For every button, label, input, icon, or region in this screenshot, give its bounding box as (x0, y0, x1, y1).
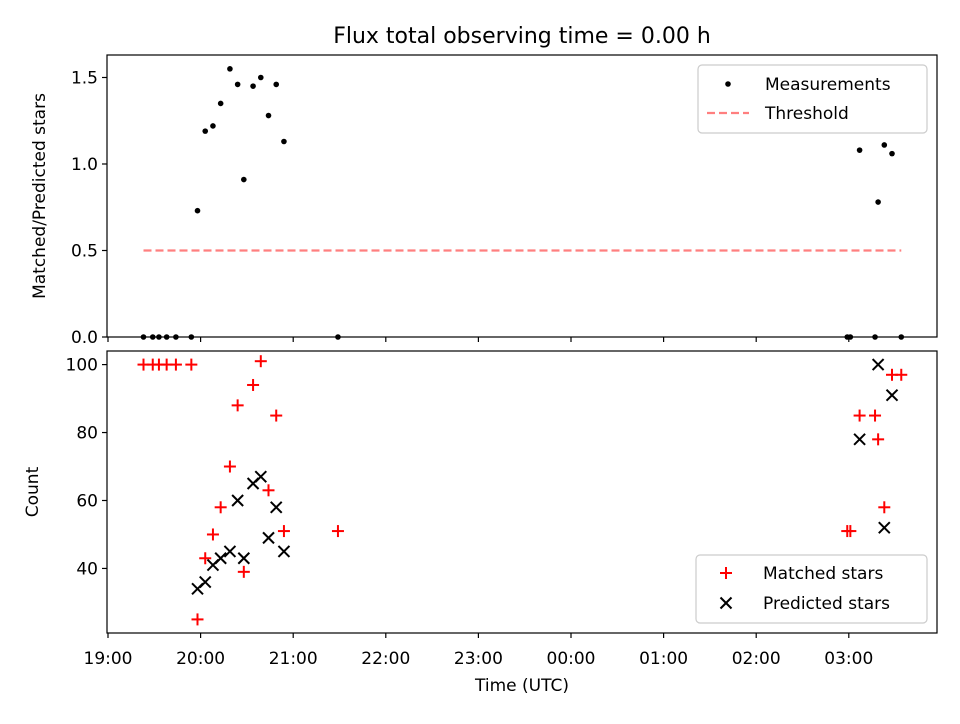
measurement-point (856, 147, 863, 153)
legend-measurements-label: Measurements (765, 75, 891, 95)
matched-star-point (191, 613, 204, 626)
top-legend: Measurements Threshold (697, 64, 928, 134)
bottom-ytick-label: 100 (66, 356, 98, 376)
matched-star-point (895, 368, 908, 381)
measurement-point (257, 74, 264, 81)
bottom-xtick-label: 00:00 (547, 649, 596, 669)
bottom-xtick-label: 02:00 (732, 649, 781, 669)
top-ytick-label: 1.0 (71, 155, 98, 175)
measurement-point (217, 100, 224, 107)
figure-title: Flux total observing time = 0.00 h (333, 24, 711, 49)
legend-predicted-marker (719, 596, 733, 610)
bottom-panel: 40 60 80 100 19:00 20:00 21:00 22:00 23:00 00:00 0… (23, 350, 938, 696)
predicted-star-point (199, 575, 212, 589)
bottom-xtick-label: 19:00 (84, 649, 133, 669)
predicted-star-point (277, 545, 291, 558)
bottom-legend-box (695, 554, 928, 624)
matched-star-point (270, 409, 283, 422)
matched-star-point (247, 378, 260, 391)
legend-matched-marker (720, 567, 732, 579)
predicted-star-point (237, 552, 251, 565)
top-plot-frame (106, 54, 938, 338)
top-ylabel: Matched/Predicted stars (30, 93, 50, 299)
measurement-point (265, 112, 272, 119)
measurement-point (227, 66, 233, 72)
bottom-legend: Matched stars Predicted stars (695, 554, 928, 624)
matched-star-point (185, 358, 198, 371)
matched-star-point (872, 433, 885, 446)
predicted-star-point (878, 521, 891, 534)
matched-star-point (199, 552, 212, 565)
top-ytick-label: 0.0 (71, 328, 98, 348)
matched-star-point (237, 565, 250, 578)
matched-star-point (331, 525, 344, 538)
measurement-point (889, 150, 895, 157)
legend-threshold-label: Threshold (764, 104, 849, 124)
predicted-star-point (885, 388, 899, 402)
predicted-star-point (270, 501, 283, 514)
bottom-ytick-label: 40 (76, 559, 98, 579)
legend-matched-label: Matched stars (763, 564, 883, 584)
matched-star-point (223, 460, 236, 473)
bottom-xtick-label: 23:00 (454, 649, 503, 669)
matched-star-point (231, 399, 244, 412)
matched-star-point (206, 528, 219, 541)
bottom-xtick-label: 03:00 (824, 649, 873, 669)
predicted-star-point (231, 494, 244, 507)
matched-star-point (169, 358, 182, 371)
measurement-point (281, 138, 287, 145)
predicted-star-point (871, 358, 885, 371)
top-legend-box (697, 64, 928, 134)
top-panel: 0.0 0.5 1.0 1.5 Matched/Predicted stars Measu… (30, 54, 938, 348)
bottom-plot-frame (106, 350, 938, 634)
matched-star-point (277, 525, 290, 538)
predicted-star-point (223, 545, 237, 558)
bottom-xlabel: Time (UTC) (474, 676, 569, 696)
top-ytick-label: 0.5 (71, 241, 98, 261)
measurement-point (241, 176, 247, 183)
measurement-point (210, 123, 216, 129)
predicted-star-point (262, 531, 275, 545)
matched-star-point (878, 501, 891, 514)
measurement-point (250, 83, 256, 89)
matched-star-point (214, 501, 227, 514)
bottom-ytick-label: 80 (76, 424, 98, 444)
legend-measurement-marker (725, 81, 731, 87)
predicted-star-point (254, 470, 267, 483)
bottom-xtick-label: 22:00 (361, 649, 410, 669)
measurement-point (273, 81, 280, 88)
top-ytick-label: 1.5 (71, 68, 98, 88)
predicted-star-point (214, 552, 227, 565)
predicted-star-point (853, 433, 866, 446)
measurement-point (875, 199, 881, 205)
measurement-point (234, 81, 241, 88)
measurement-point (202, 128, 209, 134)
measurement-point (194, 207, 201, 214)
bottom-xtick-label: 20:00 (176, 649, 225, 669)
bottom-xtick-label: 21:00 (269, 649, 318, 669)
matched-star-point (254, 355, 267, 368)
measurement-point (881, 142, 888, 148)
matched-star-point (844, 525, 857, 538)
matched-star-point (262, 484, 275, 497)
legend-predicted-label: Predicted stars (763, 594, 890, 614)
matched-star-point (853, 409, 866, 422)
bottom-ylabel: Count (23, 466, 43, 517)
bottom-ytick-label: 60 (76, 491, 98, 511)
matched-star-point (869, 409, 882, 422)
bottom-xtick-label: 01:00 (639, 649, 688, 669)
